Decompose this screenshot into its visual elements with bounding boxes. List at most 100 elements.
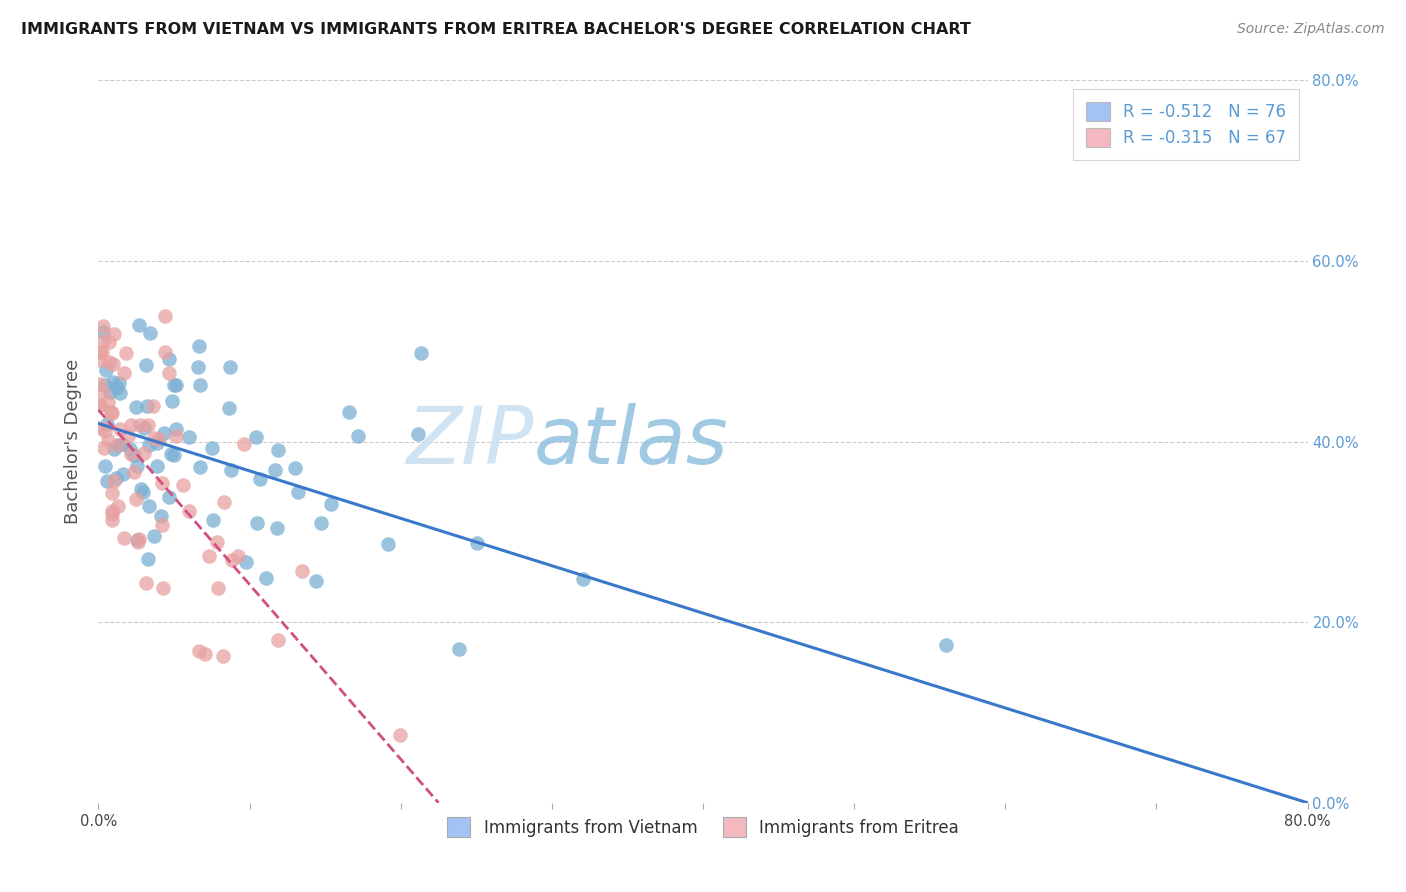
Point bbox=[572, 572, 595, 586]
Point bbox=[136, 552, 159, 566]
Point bbox=[122, 465, 145, 479]
Point bbox=[337, 405, 360, 419]
Point bbox=[132, 421, 155, 435]
Point bbox=[150, 508, 173, 523]
Point bbox=[107, 376, 129, 390]
Text: atlas: atlas bbox=[534, 402, 728, 481]
Point bbox=[935, 639, 957, 653]
Point bbox=[94, 425, 117, 439]
Point bbox=[127, 459, 149, 474]
Point bbox=[179, 430, 201, 444]
Point bbox=[201, 513, 224, 527]
Point bbox=[187, 360, 209, 375]
Point bbox=[107, 438, 129, 452]
Point bbox=[163, 448, 186, 462]
Point bbox=[105, 470, 128, 484]
Point bbox=[142, 432, 165, 446]
Point bbox=[212, 495, 235, 509]
Point bbox=[150, 476, 173, 491]
Point bbox=[146, 435, 169, 450]
Point bbox=[98, 334, 121, 349]
Point bbox=[101, 357, 124, 371]
Point bbox=[153, 345, 176, 359]
Point bbox=[153, 425, 176, 440]
Point bbox=[100, 405, 122, 419]
Point bbox=[135, 576, 157, 591]
Point bbox=[284, 460, 307, 475]
Point bbox=[94, 459, 117, 474]
Point bbox=[96, 417, 118, 432]
Text: ZIP: ZIP bbox=[406, 402, 534, 481]
Point bbox=[321, 497, 343, 511]
Point bbox=[120, 447, 142, 461]
Point bbox=[218, 401, 240, 415]
Point bbox=[205, 535, 228, 549]
Point bbox=[226, 549, 249, 564]
Point bbox=[163, 377, 186, 392]
Point bbox=[138, 417, 160, 432]
Point bbox=[160, 394, 183, 409]
Point bbox=[105, 381, 128, 395]
Point bbox=[107, 438, 129, 452]
Point bbox=[232, 437, 254, 451]
Point bbox=[103, 474, 125, 488]
Point bbox=[138, 438, 160, 452]
Point bbox=[103, 326, 125, 341]
Text: Source: ZipAtlas.com: Source: ZipAtlas.com bbox=[1237, 22, 1385, 37]
Point bbox=[187, 339, 209, 353]
Point bbox=[201, 442, 224, 456]
Point bbox=[93, 385, 115, 400]
Point bbox=[160, 447, 183, 461]
Point bbox=[145, 458, 167, 473]
Point bbox=[111, 436, 134, 450]
Point bbox=[135, 358, 157, 372]
Point bbox=[89, 398, 111, 412]
Point bbox=[408, 427, 430, 442]
Point bbox=[101, 513, 124, 527]
Point bbox=[142, 399, 165, 413]
Point bbox=[120, 417, 142, 432]
Point bbox=[129, 483, 152, 497]
Point bbox=[94, 362, 117, 376]
Point bbox=[449, 642, 471, 657]
Point bbox=[129, 417, 152, 432]
Y-axis label: Bachelor's Degree: Bachelor's Degree bbox=[65, 359, 83, 524]
Point bbox=[165, 429, 187, 443]
Point bbox=[97, 355, 120, 369]
Point bbox=[245, 430, 267, 444]
Point bbox=[411, 346, 433, 360]
Point bbox=[309, 516, 332, 530]
Point bbox=[117, 429, 139, 443]
Point bbox=[97, 395, 120, 409]
Point bbox=[100, 507, 122, 521]
Point bbox=[103, 442, 125, 456]
Point bbox=[128, 318, 150, 333]
Point bbox=[377, 537, 399, 551]
Point bbox=[94, 378, 117, 392]
Point bbox=[157, 366, 180, 380]
Point bbox=[267, 443, 290, 458]
Point bbox=[100, 407, 122, 421]
Point bbox=[254, 571, 277, 585]
Point bbox=[93, 334, 115, 348]
Point bbox=[465, 535, 488, 549]
Point bbox=[125, 492, 148, 507]
Point bbox=[177, 503, 200, 517]
Point bbox=[115, 345, 138, 359]
Point bbox=[101, 486, 124, 500]
Point bbox=[165, 422, 187, 436]
Point bbox=[152, 581, 174, 595]
Point bbox=[219, 463, 242, 477]
Point bbox=[91, 325, 114, 339]
Point bbox=[108, 422, 131, 436]
Point bbox=[249, 472, 271, 486]
Point bbox=[97, 433, 120, 447]
Point bbox=[89, 345, 111, 359]
Point bbox=[266, 521, 288, 535]
Point bbox=[108, 386, 131, 401]
Point bbox=[219, 359, 242, 374]
Point bbox=[125, 400, 148, 414]
Text: IMMIGRANTS FROM VIETNAM VS IMMIGRANTS FROM ERITREA BACHELOR'S DEGREE CORRELATION: IMMIGRANTS FROM VIETNAM VS IMMIGRANTS FR… bbox=[21, 22, 972, 37]
Point bbox=[138, 499, 160, 513]
Point bbox=[150, 517, 173, 532]
